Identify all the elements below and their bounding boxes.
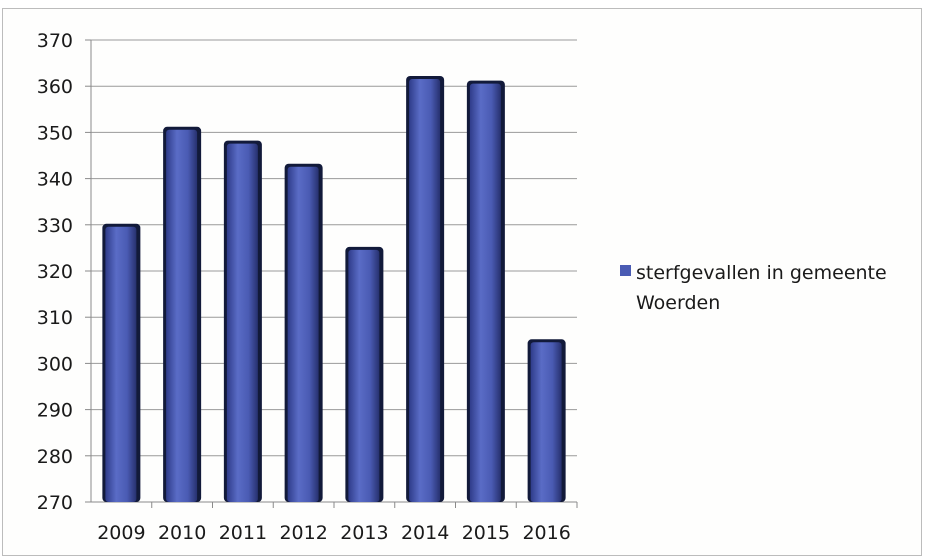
y-tick-label: 270 [37,492,73,514]
y-tick-label: 360 [37,76,73,98]
y-tick-label: 370 [37,30,73,52]
bar [409,78,441,503]
x-tick-label: 2012 [279,522,327,544]
y-tick-labels: 270 280 290 300 310 320 330 340 350 360 370 [37,30,73,514]
y-tick-label: 310 [37,307,73,329]
y-tick-label: 350 [37,122,73,144]
y-tick-label: 340 [37,169,73,191]
x-tick-label: 2014 [401,522,449,544]
bars [102,75,566,503]
bar [530,342,562,502]
legend-label-line-2: Woerden [636,292,720,314]
x-tick-label: 2015 [462,522,510,544]
legend: sterfgevallen in gemeente Woerden [620,262,887,314]
chart-frame: 270 280 290 300 310 320 330 340 350 360 370 2009 20… [2,8,922,556]
x-tick-label: 2011 [219,522,267,544]
y-tick-label: 290 [37,400,73,422]
bar [287,166,319,503]
x-tick-label: 2016 [522,522,570,544]
bar [348,249,380,502]
x-tick-label: 2013 [340,522,388,544]
legend-label-line-1: sterfgevallen in gemeente [636,262,887,284]
y-tick-label: 300 [37,353,73,375]
x-tick-label: 2009 [97,522,145,544]
x-tick-label: 2010 [158,522,206,544]
bar [226,143,258,502]
legend-swatch [620,265,631,276]
bar [469,83,501,502]
x-tick-labels: 2009 2010 2011 2012 2013 2014 2015 2016 [97,522,571,544]
bar [166,129,198,502]
bar [105,226,137,503]
y-tick-label: 280 [37,446,73,468]
y-tick-label: 330 [37,215,73,237]
y-tick-label: 320 [37,261,73,283]
